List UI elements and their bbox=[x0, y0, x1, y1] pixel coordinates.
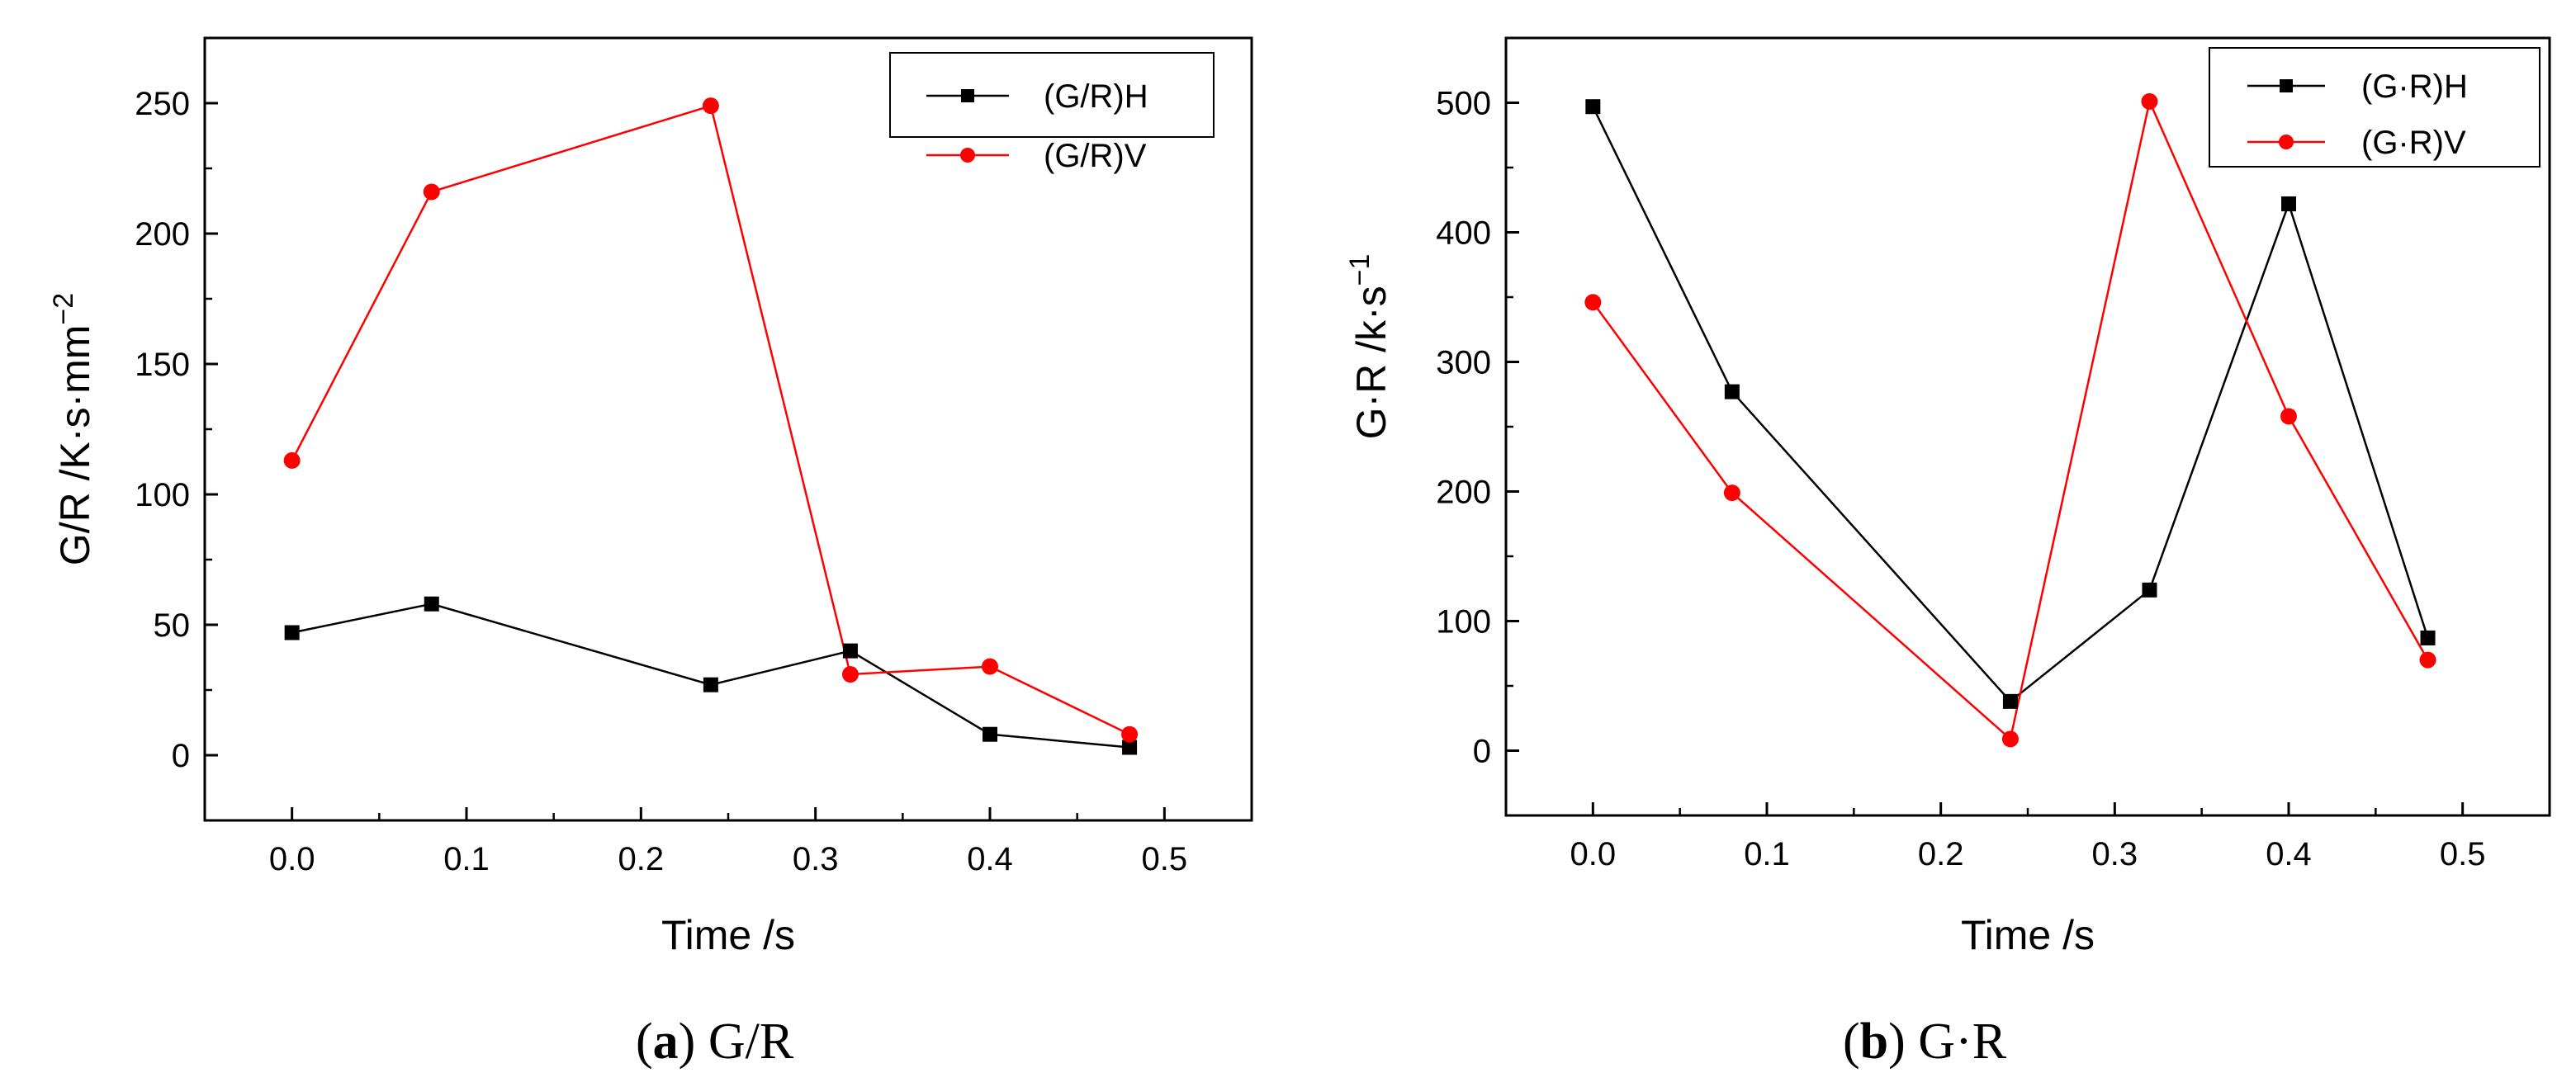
x-tick-label-b-0: 0.0 bbox=[1570, 836, 1617, 872]
y-ticks-b: 0 100 200 300 400 500 bbox=[1436, 86, 1519, 770]
legend-label-a-0: (G/R)H bbox=[1044, 78, 1148, 115]
caption-label-b: b bbox=[1860, 1014, 1888, 1070]
y-tick-label-b-1: 100 bbox=[1436, 604, 1491, 640]
x-tick-label-a-4: 0.4 bbox=[967, 841, 1013, 877]
data-point-b-1-4 bbox=[2280, 408, 2297, 425]
data-point-a-0-1 bbox=[424, 596, 439, 612]
panel-b: 0 100 200 300 400 500 0.0 0.1 0.2 0.3 0.4 0.5 Time… bbox=[1344, 36, 2551, 1070]
legend-label-a-1: (G/R)V bbox=[1044, 138, 1147, 174]
series-group-b bbox=[1584, 92, 2436, 748]
legend-a: (G/R)H (G/R)V bbox=[889, 52, 1215, 174]
data-point-b-1-3 bbox=[2141, 92, 2158, 110]
legend-marker-b-0 bbox=[2280, 79, 2293, 92]
series-line-a-1 bbox=[291, 104, 1130, 735]
series-line-b-0 bbox=[1592, 106, 2429, 703]
series-line-a-0 bbox=[291, 603, 1130, 749]
caption-label-a: a bbox=[653, 1014, 679, 1070]
x-tick-label-b-5: 0.5 bbox=[2440, 836, 2486, 872]
y-axis-title-main-b: G·R /k·s bbox=[1348, 286, 1395, 439]
data-point-b-0-3 bbox=[2142, 582, 2157, 598]
data-point-a-1-4 bbox=[982, 658, 998, 675]
y-tick-label-b-0: 0 bbox=[1473, 734, 1491, 770]
legend-marker-a-0 bbox=[961, 89, 974, 102]
y-tick-label-b-2: 200 bbox=[1436, 475, 1491, 511]
legend-marker-b-1 bbox=[2279, 135, 2294, 149]
data-point-a-0-5 bbox=[1122, 740, 1138, 755]
data-point-b-1-2 bbox=[2001, 730, 2019, 748]
data-point-a-1-3 bbox=[841, 666, 859, 683]
legend-label-b-0: (G·R)H bbox=[2361, 69, 2468, 105]
data-point-a-1-0 bbox=[283, 451, 301, 469]
x-tick-label-a-0: 0.0 bbox=[269, 841, 315, 877]
data-point-b-0-2 bbox=[2002, 693, 2018, 709]
data-point-b-0-5 bbox=[2420, 630, 2436, 645]
x-axis-title-a: Time /s bbox=[661, 912, 795, 958]
data-point-a-1-5 bbox=[1121, 725, 1139, 743]
x-tick-label-a-2: 0.2 bbox=[618, 841, 665, 877]
data-point-b-1-5 bbox=[2419, 651, 2436, 669]
y-tick-label-a-1: 50 bbox=[154, 607, 191, 644]
caption-text-a: G/R bbox=[708, 1014, 794, 1070]
panel-a: 0 50 100 150 200 250 0.0 0.1 0.2 0.3 0.4 0.5 Time … bbox=[48, 36, 1253, 1070]
series-group-a bbox=[283, 97, 1139, 755]
legend-marker-a-1 bbox=[960, 148, 975, 163]
y-tick-label-a-0: 0 bbox=[172, 738, 190, 774]
y-tick-label-a-3: 150 bbox=[135, 347, 190, 383]
data-point-a-1-1 bbox=[423, 183, 440, 201]
x-tick-label-a-3: 0.3 bbox=[793, 841, 839, 877]
legend-b: (G·R)H (G·R)V bbox=[2209, 47, 2540, 168]
x-tick-label-b-1: 0.1 bbox=[1744, 836, 1790, 872]
y-axis-title-main-a: G/R /K·s·mm bbox=[52, 325, 98, 566]
y-axis-title-exp-a: −2 bbox=[48, 293, 79, 325]
legend-box-b bbox=[2209, 47, 2540, 168]
y-axis-title-b: G·R /k·s−1 bbox=[1344, 254, 1395, 440]
caption-a: (a) G/R bbox=[636, 1014, 794, 1070]
x-tick-label-b-4: 0.4 bbox=[2266, 836, 2312, 872]
data-point-a-0-0 bbox=[284, 625, 300, 640]
data-point-a-0-2 bbox=[703, 677, 718, 692]
data-point-b-1-1 bbox=[1723, 484, 1740, 502]
data-point-a-0-4 bbox=[983, 726, 997, 742]
series-line-b-1 bbox=[1592, 97, 2429, 741]
data-point-b-0-1 bbox=[1724, 384, 1740, 399]
y-tick-label-b-4: 400 bbox=[1436, 215, 1491, 252]
x-ticks-b: 0.0 0.1 0.2 0.3 0.4 0.5 bbox=[1570, 802, 2486, 872]
y-tick-label-a-5: 250 bbox=[135, 86, 190, 122]
x-ticks-a: 0.0 0.1 0.2 0.3 0.4 0.5 bbox=[269, 807, 1187, 877]
caption-text-b: G·R bbox=[1918, 1014, 2006, 1070]
y-axis-title-exp-b: −1 bbox=[1344, 254, 1376, 286]
data-point-b-0-0 bbox=[1585, 99, 1601, 115]
data-point-b-1-0 bbox=[1584, 294, 1602, 311]
x-tick-label-a-5: 0.5 bbox=[1142, 841, 1188, 877]
x-axis-title-b: Time /s bbox=[1961, 912, 2095, 958]
data-point-b-0-4 bbox=[2281, 196, 2296, 211]
y-tick-label-a-4: 200 bbox=[135, 216, 190, 253]
legend-label-b-1: (G·R)V bbox=[2361, 125, 2466, 161]
x-tick-label-b-3: 0.3 bbox=[2092, 836, 2138, 872]
y-tick-label-b-3: 300 bbox=[1436, 345, 1491, 381]
caption-b: (b) G·R bbox=[1843, 1014, 2007, 1070]
y-axis-title-a: G/R /K·s·mm−2 bbox=[48, 293, 98, 565]
data-point-a-0-3 bbox=[842, 643, 858, 659]
data-point-a-1-2 bbox=[702, 97, 719, 115]
y-tick-label-b-5: 500 bbox=[1436, 86, 1491, 122]
x-tick-label-a-1: 0.1 bbox=[443, 841, 490, 877]
x-tick-label-b-2: 0.2 bbox=[1918, 836, 1964, 872]
y-ticks-a: 0 50 100 150 200 250 bbox=[135, 86, 218, 774]
y-tick-label-a-2: 100 bbox=[135, 477, 190, 513]
